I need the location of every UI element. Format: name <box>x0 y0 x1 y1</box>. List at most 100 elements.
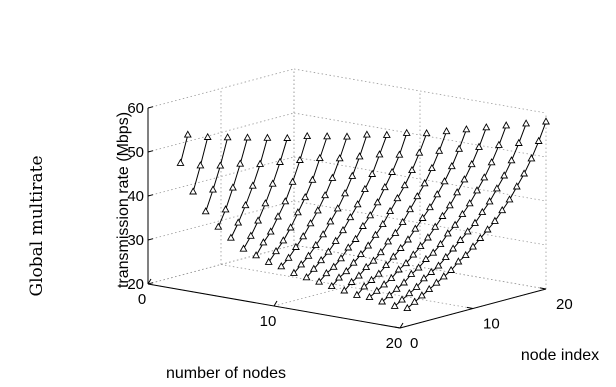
data-point <box>514 138 523 146</box>
data-point <box>449 244 458 252</box>
series-nodes-11 <box>289 130 371 276</box>
data-point <box>480 173 489 181</box>
data-point <box>226 233 235 241</box>
data-point <box>494 140 503 148</box>
data-point <box>297 260 306 268</box>
data-point <box>374 269 383 277</box>
data-point <box>289 268 298 276</box>
grid-line <box>293 112 547 158</box>
z-tick-mark <box>147 282 154 285</box>
data-point <box>409 250 418 258</box>
data-point <box>328 173 337 181</box>
data-point <box>291 242 300 250</box>
data-point <box>313 206 322 214</box>
x-axis-label: number of nodes <box>166 365 286 382</box>
series-nodes-2 <box>176 130 192 166</box>
series-nodes-20 <box>403 117 550 312</box>
data-point <box>398 217 407 226</box>
data-point <box>434 261 443 269</box>
data-point <box>239 244 248 252</box>
data-point <box>406 204 414 213</box>
data-point <box>461 250 470 259</box>
data-point <box>408 165 416 174</box>
data-point <box>542 117 550 125</box>
data-point <box>400 181 409 189</box>
data-point <box>433 190 442 198</box>
data-point <box>256 159 265 167</box>
series-nodes-8 <box>252 131 312 259</box>
z-tick-mark <box>147 106 154 109</box>
series-nodes-18 <box>378 121 511 305</box>
series-nodes-13 <box>315 128 411 285</box>
data-point <box>485 197 494 205</box>
data-point <box>454 257 463 265</box>
data-point <box>453 188 462 196</box>
series-line <box>180 134 189 164</box>
data-point <box>478 207 487 216</box>
data-point <box>447 265 456 273</box>
data-point <box>402 258 410 267</box>
data-point <box>467 159 476 168</box>
data-point <box>396 243 405 251</box>
data-point <box>385 290 394 299</box>
data-point <box>339 225 347 234</box>
series-nodes-7 <box>239 133 292 252</box>
data-point <box>438 211 447 219</box>
data-point <box>378 219 387 228</box>
series-line <box>280 136 348 267</box>
data-point <box>252 251 261 259</box>
data-point <box>216 161 225 169</box>
data-point <box>436 239 445 248</box>
data-point <box>473 186 481 194</box>
data-point <box>367 275 376 283</box>
data-point <box>411 224 420 232</box>
y-tick-label: 20 <box>556 296 573 313</box>
series-nodes-6 <box>226 133 272 241</box>
data-point <box>375 150 384 158</box>
data-point <box>482 123 491 131</box>
data-point <box>393 193 402 202</box>
data-point <box>412 282 421 290</box>
data-point <box>274 212 282 220</box>
x-tick-mark <box>147 278 152 285</box>
data-point <box>400 278 408 286</box>
data-point <box>302 273 311 281</box>
data-point <box>527 154 536 162</box>
data-point <box>364 241 373 249</box>
data-point <box>183 130 192 138</box>
grid-line <box>147 244 295 285</box>
data-point <box>425 284 434 293</box>
data-point <box>522 119 531 127</box>
data-point <box>228 183 237 191</box>
z-tick-mark <box>147 238 154 241</box>
data-point <box>394 265 403 273</box>
data-point <box>465 199 474 207</box>
series-nodes-19 <box>390 119 531 309</box>
data-point <box>201 207 210 215</box>
data-point <box>335 154 344 162</box>
y-tick-label: 10 <box>483 316 500 333</box>
data-point <box>196 161 205 169</box>
data-point <box>440 177 449 185</box>
z-tick-label: 30 <box>127 232 144 249</box>
data-point <box>341 189 349 197</box>
data-point <box>248 181 257 189</box>
data-point <box>389 252 398 260</box>
data-point <box>317 255 326 264</box>
series-line <box>268 136 328 263</box>
z-tick-label: 50 <box>127 144 144 161</box>
data-point <box>366 211 375 219</box>
data-point <box>311 240 320 249</box>
data-point <box>405 288 414 297</box>
data-point <box>502 121 511 129</box>
series-nodes-15 <box>340 126 451 294</box>
data-point <box>254 216 263 224</box>
data-point <box>456 235 465 243</box>
data-point <box>490 216 499 224</box>
series-nodes-9 <box>264 132 332 265</box>
data-point <box>279 236 288 244</box>
data-point <box>322 268 331 277</box>
series-line <box>356 129 467 296</box>
data-point <box>315 277 324 285</box>
data-point <box>315 153 324 162</box>
